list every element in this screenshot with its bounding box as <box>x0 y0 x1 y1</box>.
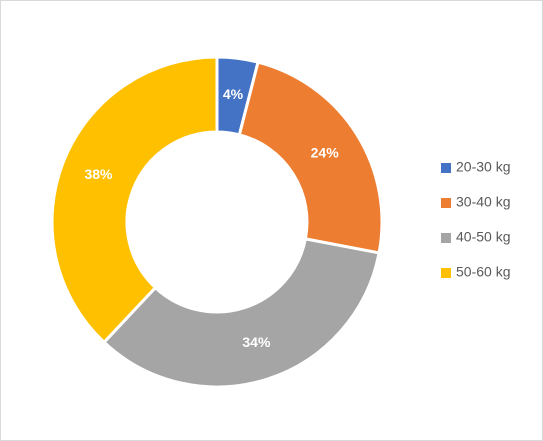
value-label: 34% <box>242 334 271 350</box>
legend-swatch <box>441 268 451 278</box>
legend-swatch <box>441 233 451 243</box>
legend-swatch <box>441 163 451 173</box>
legend-label: 50-60 kg <box>456 264 510 280</box>
value-label: 24% <box>311 144 340 160</box>
donut-slice <box>101 237 381 389</box>
legend-label: 20-30 kg <box>456 159 510 175</box>
donut-slice <box>237 60 384 255</box>
legend-swatch <box>441 198 451 208</box>
value-label: 38% <box>84 166 113 182</box>
donut-slice <box>50 55 219 345</box>
legend-label: 40-50 kg <box>456 229 510 245</box>
legend-label: 30-40 kg <box>456 194 510 210</box>
value-label: 4% <box>223 86 244 102</box>
